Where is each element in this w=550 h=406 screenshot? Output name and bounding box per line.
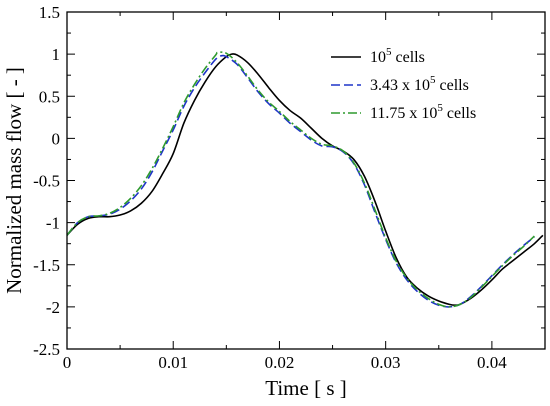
x-tick-label: 0.04 xyxy=(477,353,507,372)
legend-label-exponent: 5 xyxy=(430,74,436,86)
legend-label-base: 11.75 x 10 xyxy=(370,105,437,122)
x-tick-label: 0 xyxy=(63,353,72,372)
legend-label-suffix: cells xyxy=(443,105,476,122)
y-tick-label: -2.5 xyxy=(33,340,60,359)
plot-frame xyxy=(66,11,546,350)
legend-label-base: 3.43 x 10 xyxy=(370,77,430,94)
y-tick-label: 0 xyxy=(52,129,61,148)
y-tick-label: -0.5 xyxy=(33,172,60,191)
y-tick-label: -1.5 xyxy=(33,256,60,275)
legend-label-exponent: 5 xyxy=(437,102,443,114)
x-tick-label: 0.02 xyxy=(265,353,295,372)
y-tick-label: 1.5 xyxy=(39,3,60,22)
y-axis-title: Normalized mass flow [ - ] xyxy=(2,67,26,294)
x-tick-label: 0.03 xyxy=(371,353,401,372)
y-tick-label: -2 xyxy=(46,298,60,317)
axis-ticks xyxy=(66,11,545,350)
legend-label-base: 10 xyxy=(370,49,386,66)
y-tick-label: -1 xyxy=(46,214,60,233)
legend-label-2: 11.75 x 105 cells xyxy=(370,102,476,122)
legend-label-1: 3.43 x 105 cells xyxy=(370,74,469,94)
x-tick-label: 0.01 xyxy=(158,353,188,372)
legend-label-0: 105 cells xyxy=(370,46,425,66)
x-axis-title: Time [ s ] xyxy=(265,376,347,400)
y-tick-label: 1 xyxy=(52,45,61,64)
legend-label-suffix: cells xyxy=(392,49,425,66)
data-lines xyxy=(66,51,544,308)
y-tick-label: 0.5 xyxy=(39,87,60,106)
series-line-0 xyxy=(66,53,544,307)
legend-label-suffix: cells xyxy=(436,77,469,94)
series-line-2 xyxy=(66,51,535,308)
tick-labels: 0 0.01 0.02 0.03 0.04 1.5 1 0.5 0 -0.5 -1 -1.5 -2 -2.… xyxy=(33,3,507,372)
series-line-1 xyxy=(66,54,535,308)
legend-label-exponent: 5 xyxy=(386,46,392,58)
